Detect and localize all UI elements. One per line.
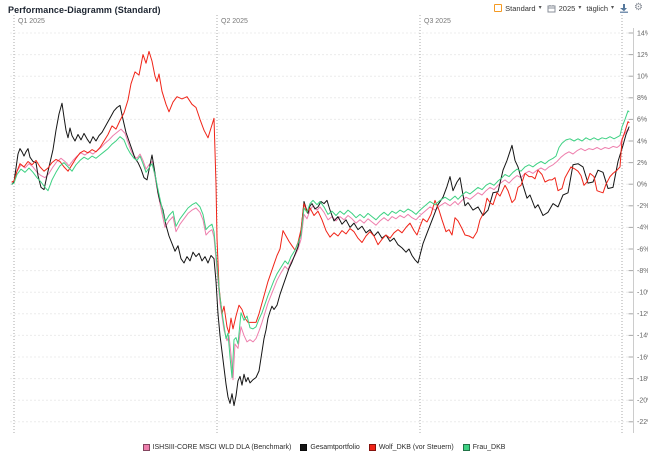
legend-item-wolf-dkb[interactable]: Wolf_DKB (vor Steuern) xyxy=(368,444,454,451)
svg-text:-16%: -16% xyxy=(637,354,648,361)
year-select[interactable]: 2025 ▾ xyxy=(547,3,582,13)
svg-text:0%: 0% xyxy=(637,182,647,189)
chevron-down-icon: ▾ xyxy=(538,5,542,11)
legend-item-frau-dkb[interactable]: Frau_DKB xyxy=(462,444,506,451)
chevron-down-icon: ▾ xyxy=(611,5,615,11)
svg-text:Q2 2025: Q2 2025 xyxy=(221,18,248,25)
calendar-icon xyxy=(547,4,556,12)
gesamtportfolio-swatch xyxy=(300,444,308,451)
svg-text:-18%: -18% xyxy=(637,376,648,383)
year-label: 2025 xyxy=(558,3,576,13)
svg-text:8%: 8% xyxy=(637,95,647,102)
quarter-markers: Q1 2025 Q2 2025 Q3 2025 xyxy=(13,15,623,433)
svg-text:4%: 4% xyxy=(637,138,647,145)
frequency-label: täglich xyxy=(586,3,609,13)
svg-text:-6%: -6% xyxy=(637,246,648,253)
legend-label: Wolf_DKB (vor Steuern) xyxy=(378,444,454,451)
download-icon xyxy=(620,4,629,13)
chart-type-icon xyxy=(494,4,503,12)
y-axis: 14% 12% 10% 8% 6% 4% 2% 0% -2% -4% -6% -8% -10% -12% -… xyxy=(628,28,648,433)
wolf-dkb-swatch xyxy=(368,444,376,451)
chevron-down-icon: ▾ xyxy=(578,5,582,11)
svg-text:14%: 14% xyxy=(637,30,648,37)
legend-label: Frau_DKB xyxy=(472,444,506,451)
svg-text:-4%: -4% xyxy=(637,225,648,232)
download-button[interactable] xyxy=(619,3,629,13)
svg-text:-14%: -14% xyxy=(637,333,648,340)
gear-icon: ⚙ xyxy=(634,2,643,13)
svg-text:12%: 12% xyxy=(637,52,648,59)
chart-legend: ISHSIII-CORE MSCI WLD DLA (Benchmark) Ge… xyxy=(0,444,648,451)
page-title: Performance-Diagramm (Standard) xyxy=(8,5,161,15)
frequency-select[interactable]: täglich ▾ xyxy=(586,4,614,13)
svg-text:-12%: -12% xyxy=(637,311,648,318)
legend-item-gesamtportfolio[interactable]: Gesamtportfolio xyxy=(300,444,360,451)
svg-text:-8%: -8% xyxy=(637,268,648,275)
chart-type-label: Standard xyxy=(505,3,536,13)
svg-text:-22%: -22% xyxy=(637,419,648,426)
chart-toolbar: Standard ▾ 2025 ▾ täglich ▾ ⚙ xyxy=(494,3,643,13)
legend-item-benchmark[interactable]: ISHSIII-CORE MSCI WLD DLA (Benchmark) xyxy=(142,444,292,451)
svg-text:6%: 6% xyxy=(637,117,647,124)
svg-text:Q3 2025: Q3 2025 xyxy=(424,18,451,25)
series-lines xyxy=(11,50,630,407)
frau-dkb-swatch xyxy=(462,444,470,451)
legend-label: ISHSIII-CORE MSCI WLD DLA (Benchmark) xyxy=(152,444,292,451)
svg-text:-10%: -10% xyxy=(637,290,648,297)
svg-text:Q1 2025: Q1 2025 xyxy=(18,18,45,25)
svg-text:2%: 2% xyxy=(637,160,647,167)
svg-text:-2%: -2% xyxy=(637,203,648,210)
benchmark-swatch xyxy=(142,444,150,451)
svg-text:10%: 10% xyxy=(637,74,648,81)
chart-type-select[interactable]: Standard ▾ xyxy=(494,3,542,13)
y-gridlines xyxy=(10,32,632,423)
svg-text:-20%: -20% xyxy=(637,398,648,405)
legend-label: Gesamtportfolio xyxy=(310,444,360,451)
settings-button[interactable]: ⚙ xyxy=(634,3,643,13)
